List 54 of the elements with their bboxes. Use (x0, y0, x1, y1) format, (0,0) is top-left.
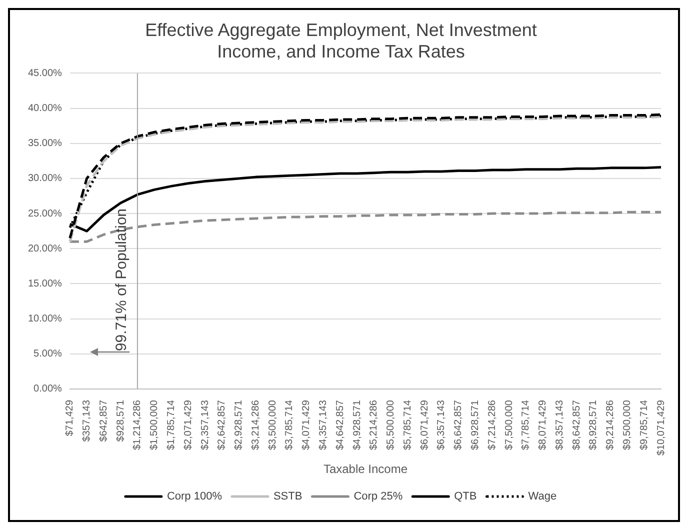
y-tick-label: 0.00% (34, 384, 62, 395)
x-tick-label: $9,214,286 (605, 400, 616, 450)
x-tick-label: $2,357,143 (200, 400, 211, 450)
x-tick-label: $1,500,000 (149, 400, 160, 450)
x-tick-label: $9,785,714 (638, 400, 650, 450)
x-tick-label: $7,214,286 (486, 400, 498, 450)
x-tick-label: $4,642,857 (334, 400, 346, 450)
legend-label: Corp 25% (354, 490, 403, 503)
x-tick-label: $357,143 (82, 400, 93, 442)
x-tick-label: $8,071,429 (538, 400, 549, 450)
y-tick-label: 20.00% (28, 243, 62, 254)
x-tick-label: $2,071,429 (182, 400, 194, 450)
x-tick-label: $1,214,286 (132, 400, 144, 450)
x-tick-label: $8,642,857 (571, 400, 582, 450)
x-tick-label: $7,500,000 (504, 400, 515, 450)
ref-line-label: 99.71% of Population (113, 208, 130, 352)
y-tick-label: 15.00% (28, 278, 62, 290)
x-tick-label: $5,214,286 (368, 400, 380, 450)
x-tick-label: $3,500,000 (267, 400, 278, 450)
x-tick-label: $928,571 (115, 400, 126, 442)
x-tick-label: $642,857 (98, 400, 110, 442)
x-tick-label: $3,785,714 (284, 400, 296, 450)
x-tick-label: $6,642,857 (453, 400, 464, 450)
x-tick-label: $6,928,571 (470, 400, 481, 450)
y-tick-label: 40.00% (28, 103, 62, 114)
legend-label: Corp 100% (166, 490, 222, 503)
x-tick-label: $5,785,714 (402, 400, 414, 450)
chart-title: Effective Aggregate Employment, Net Investment Income, and Income Tax Rates (145, 20, 537, 62)
legend-label: QTB (454, 490, 477, 503)
x-tick-label: $8,357,143 (554, 400, 566, 450)
y-tick-label: 35.00% (28, 138, 62, 150)
x-tick-label: $71,429 (64, 400, 76, 436)
x-tick-label: $4,071,429 (301, 400, 312, 450)
x-tick-label: $1,785,714 (166, 400, 177, 450)
y-tick-label: 45.00% (28, 68, 62, 79)
x-tick-label: $4,928,571 (352, 400, 363, 450)
x-tick-label: $8,928,571 (588, 400, 600, 450)
x-tick-label: $10,071,429 (656, 400, 667, 456)
y-tick-label: 5.00% (34, 348, 62, 360)
x-tick-label: $5,500,000 (386, 400, 397, 450)
x-axis-title: Taxable Income (323, 462, 408, 476)
x-tick-label: $2,928,571 (234, 400, 245, 450)
legend-label: SSTB (273, 490, 302, 503)
x-tick-label: $2,642,857 (216, 400, 228, 450)
y-tick-label: 10.00% (28, 314, 62, 325)
x-tick-label: $9,500,000 (622, 400, 633, 450)
legend-label: Wage (528, 490, 557, 503)
y-tick-label: 25.00% (28, 208, 62, 220)
x-tick-label: $7,785,714 (520, 400, 532, 450)
x-tick-label: $6,357,143 (436, 400, 448, 450)
x-tick-label: $6,071,429 (419, 400, 430, 450)
x-tick-label: $4,357,143 (318, 400, 329, 450)
y-tick-label: 30.00% (28, 173, 62, 184)
x-tick-label: $3,214,286 (250, 400, 262, 450)
